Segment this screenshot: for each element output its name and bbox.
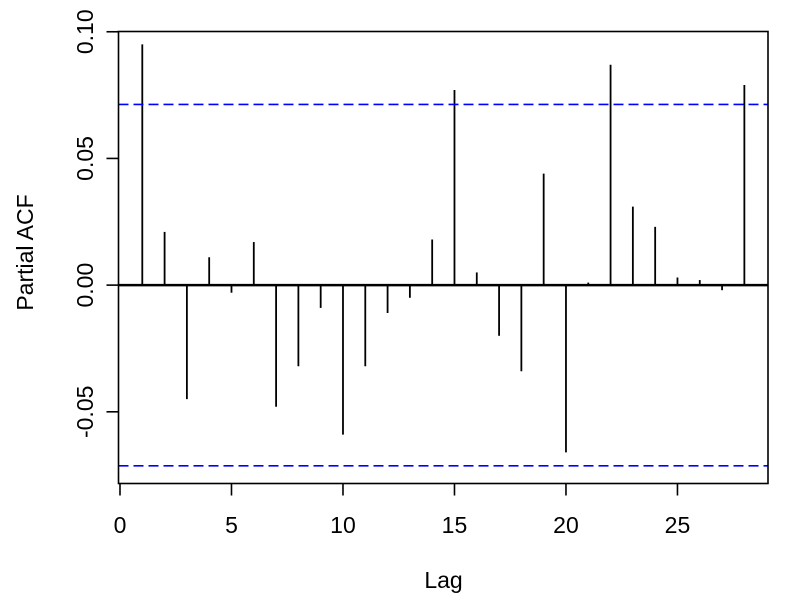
x-axis-title: Lag: [424, 567, 462, 593]
plot-border: [117, 30, 769, 485]
x-tick-label: 20: [553, 512, 579, 538]
x-tick-label: 5: [225, 512, 238, 538]
x-tick-label: 25: [665, 512, 691, 538]
y-tick-label: -0.05: [72, 386, 98, 438]
y-axis-title: Partial ACF: [12, 194, 38, 310]
y-tick-label: 0.00: [72, 263, 98, 308]
y-tick-label: 0.05: [72, 136, 98, 181]
chart-plot-area: 0.10 0.05 0.00 -0.05 0 5 10 15 20 25: [72, 9, 769, 538]
x-tick-label: 10: [330, 512, 356, 538]
x-tick-label: 15: [442, 512, 468, 538]
x-tick-label: 0: [114, 512, 127, 538]
y-tick-label: 0.10: [72, 9, 98, 54]
